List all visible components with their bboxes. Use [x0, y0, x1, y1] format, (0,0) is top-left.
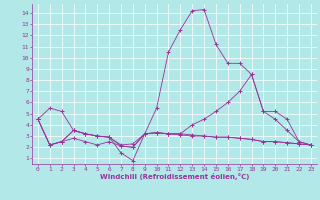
X-axis label: Windchill (Refroidissement éolien,°C): Windchill (Refroidissement éolien,°C)	[100, 173, 249, 180]
